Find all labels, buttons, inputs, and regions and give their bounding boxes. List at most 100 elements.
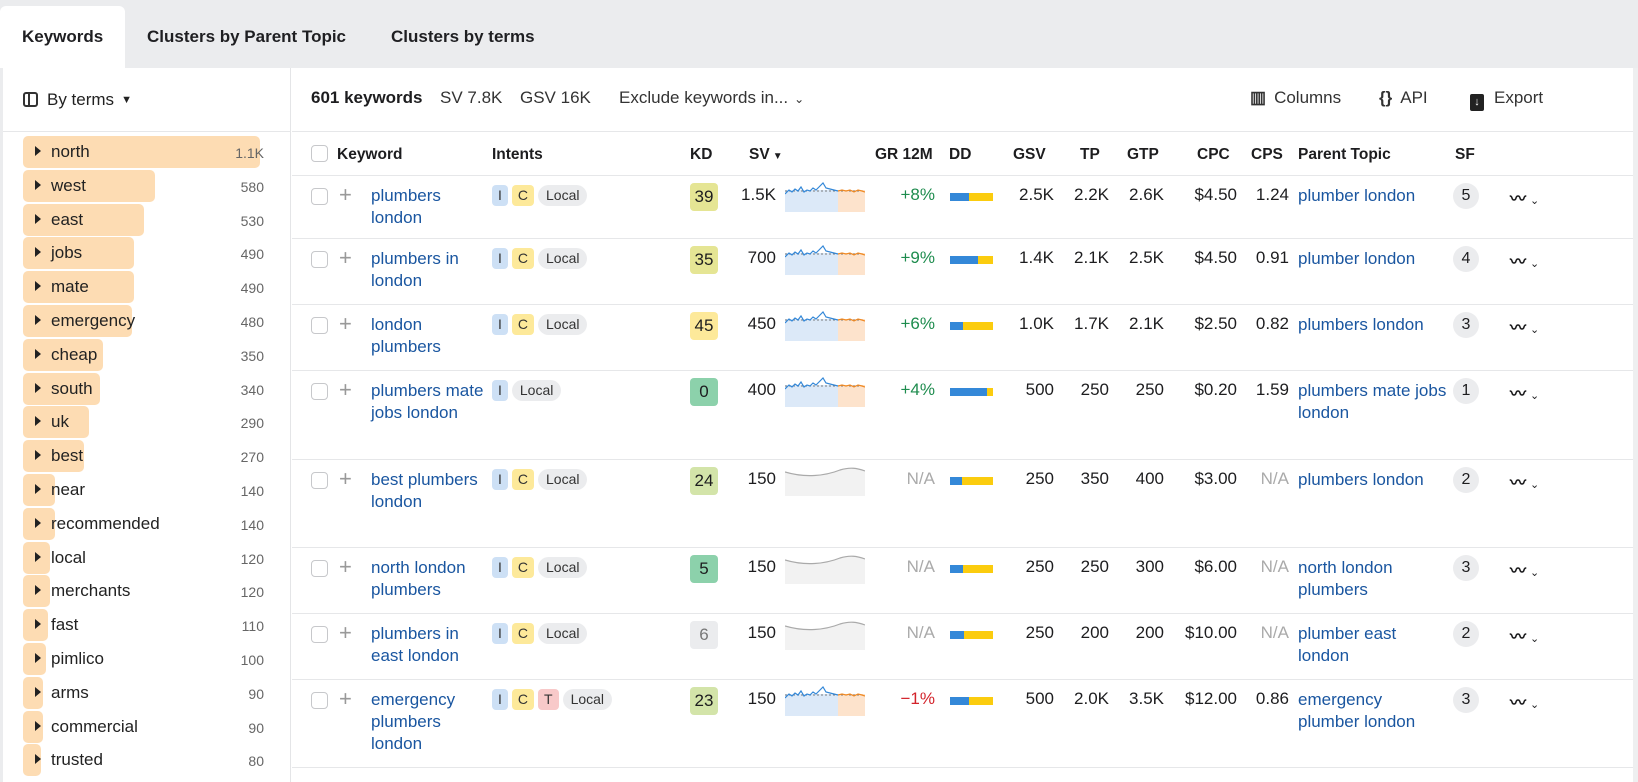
- term-item[interactable]: arms 90: [23, 676, 274, 709]
- term-item[interactable]: north 1.1K: [23, 136, 274, 168]
- add-to-list-icon[interactable]: +: [339, 311, 352, 336]
- add-to-list-icon[interactable]: +: [339, 620, 352, 645]
- col-gtp[interactable]: GTP: [1127, 146, 1159, 163]
- gsv-value: 250: [1025, 557, 1054, 576]
- serp-features-badge[interactable]: 3: [1453, 555, 1479, 581]
- export-button[interactable]: ↓ Export: [1470, 88, 1543, 111]
- trend-menu[interactable]: 〰 ⌄: [1510, 314, 1539, 338]
- keyword-link[interactable]: plumbers mate jobs london: [371, 381, 484, 422]
- term-item[interactable]: west 580: [23, 169, 274, 202]
- by-terms-dropdown[interactable]: By terms ▼: [3, 68, 290, 132]
- chevron-down-icon: ⌄: [1530, 258, 1540, 270]
- vertical-scrollbar[interactable]: [1633, 68, 1638, 782]
- intent-chip: Local: [538, 469, 588, 490]
- tab-clusters-by-terms[interactable]: Clusters by terms: [391, 27, 535, 46]
- term-volume-bar: [23, 642, 46, 675]
- col-parent-topic[interactable]: Parent Topic: [1298, 146, 1391, 163]
- api-button[interactable]: {} API: [1379, 88, 1428, 108]
- export-label: Export: [1494, 88, 1544, 107]
- exclude-keywords-dropdown[interactable]: Exclude keywords in... ⌄: [619, 88, 804, 108]
- col-gsv[interactable]: GSV: [1013, 146, 1046, 163]
- row-checkbox[interactable]: [311, 188, 328, 205]
- serp-features-badge[interactable]: 5: [1453, 183, 1479, 209]
- trend-menu[interactable]: 〰 ⌄: [1510, 248, 1539, 272]
- col-cpc[interactable]: CPC: [1197, 146, 1230, 163]
- toolbar: 601 keywords SV 7.8K GSV 16K Exclude key…: [292, 68, 1638, 132]
- trend-menu[interactable]: 〰 ⌄: [1510, 623, 1539, 647]
- term-item[interactable]: fast 110: [23, 609, 274, 642]
- term-item[interactable]: east 530: [23, 203, 274, 236]
- col-gr12m[interactable]: GR 12M: [875, 146, 933, 163]
- keyword-link[interactable]: emergency plumbers london: [371, 690, 456, 753]
- serp-features-badge[interactable]: 2: [1453, 621, 1479, 647]
- term-item[interactable]: commercial 90: [23, 710, 274, 743]
- term-item[interactable]: near 140: [23, 473, 274, 506]
- select-all-checkbox[interactable]: [311, 145, 328, 162]
- term-count: 580: [240, 178, 264, 195]
- chevron-down-icon: ⌄: [1530, 324, 1540, 336]
- row-checkbox[interactable]: [311, 560, 328, 577]
- col-cps[interactable]: CPS: [1251, 146, 1283, 163]
- add-to-list-icon[interactable]: +: [339, 245, 352, 270]
- term-item[interactable]: south 340: [23, 372, 274, 405]
- term-count: 530: [240, 212, 264, 229]
- col-kd[interactable]: KD: [690, 146, 713, 163]
- add-to-list-icon[interactable]: +: [339, 182, 352, 207]
- keyword-link[interactable]: plumbers in london: [371, 249, 459, 290]
- tab-clusters-by-parent-topic[interactable]: Clusters by Parent Topic: [147, 27, 347, 46]
- row-checkbox[interactable]: [311, 692, 328, 709]
- keyword-link[interactable]: plumbers london: [371, 186, 441, 227]
- serp-features-badge[interactable]: 2: [1453, 467, 1479, 493]
- col-tp[interactable]: TP: [1080, 146, 1100, 163]
- col-sv[interactable]: SV ▼: [749, 146, 783, 164]
- add-to-list-icon[interactable]: +: [339, 686, 352, 711]
- serp-features-badge[interactable]: 3: [1453, 312, 1479, 338]
- trend-menu[interactable]: 〰 ⌄: [1510, 185, 1539, 209]
- term-item[interactable]: best 270: [23, 440, 274, 473]
- parent-topic-link[interactable]: plumbers london: [1298, 315, 1424, 334]
- term-item[interactable]: mate 490: [23, 271, 274, 304]
- serp-features-badge[interactable]: 4: [1453, 246, 1479, 272]
- term-item[interactable]: cheap 350: [23, 338, 274, 371]
- row-checkbox[interactable]: [311, 317, 328, 334]
- parent-topic-link[interactable]: plumber east london: [1298, 624, 1397, 665]
- keyword-link[interactable]: plumbers in east london: [371, 624, 459, 665]
- tab-keywords[interactable]: Keywords: [0, 6, 126, 68]
- keyword-link[interactable]: best plumbers london: [371, 470, 478, 511]
- table-row: + plumbers in east london I C Local 6 150 …: [292, 614, 1638, 680]
- col-dd[interactable]: DD: [949, 146, 972, 163]
- row-checkbox[interactable]: [311, 251, 328, 268]
- serp-features-badge[interactable]: 3: [1453, 687, 1479, 713]
- parent-topic-link[interactable]: north london plumbers: [1298, 558, 1393, 599]
- trend-menu[interactable]: 〰 ⌄: [1510, 689, 1539, 713]
- add-to-list-icon[interactable]: +: [339, 466, 352, 491]
- term-item[interactable]: pimlico 100: [23, 642, 274, 675]
- term-item[interactable]: emergency 480: [23, 304, 274, 337]
- trend-menu[interactable]: 〰 ⌄: [1510, 557, 1539, 581]
- term-item[interactable]: jobs 490: [23, 237, 274, 270]
- row-checkbox[interactable]: [311, 383, 328, 400]
- parent-topic-link[interactable]: plumbers london: [1298, 470, 1424, 489]
- keyword-link[interactable]: north london plumbers: [371, 558, 466, 599]
- serp-features-badge[interactable]: 1: [1453, 378, 1479, 404]
- term-item[interactable]: trusted 80: [23, 744, 274, 777]
- row-checkbox[interactable]: [311, 472, 328, 489]
- add-to-list-icon[interactable]: +: [339, 377, 352, 402]
- keyword-link[interactable]: london plumbers: [371, 315, 441, 356]
- parent-topic-link[interactable]: plumber london: [1298, 186, 1416, 205]
- term-item[interactable]: merchants 120: [23, 575, 274, 608]
- add-to-list-icon[interactable]: +: [339, 554, 352, 579]
- parent-topic-link[interactable]: plumber london: [1298, 249, 1416, 268]
- trend-line-icon: 〰: [1510, 695, 1527, 712]
- columns-button[interactable]: ▥ Columns: [1250, 88, 1341, 108]
- parent-topic-link[interactable]: emergency plumber london: [1298, 690, 1416, 731]
- row-checkbox[interactable]: [311, 626, 328, 643]
- term-item[interactable]: recommended 140: [23, 507, 274, 540]
- trend-menu[interactable]: 〰 ⌄: [1510, 380, 1539, 404]
- term-item[interactable]: uk 290: [23, 406, 274, 439]
- col-keyword[interactable]: Keyword: [337, 146, 403, 163]
- col-sf[interactable]: SF: [1455, 146, 1475, 163]
- trend-menu[interactable]: 〰 ⌄: [1510, 469, 1539, 493]
- parent-topic-link[interactable]: plumbers mate jobs london: [1298, 381, 1447, 422]
- term-item[interactable]: local 120: [23, 541, 274, 574]
